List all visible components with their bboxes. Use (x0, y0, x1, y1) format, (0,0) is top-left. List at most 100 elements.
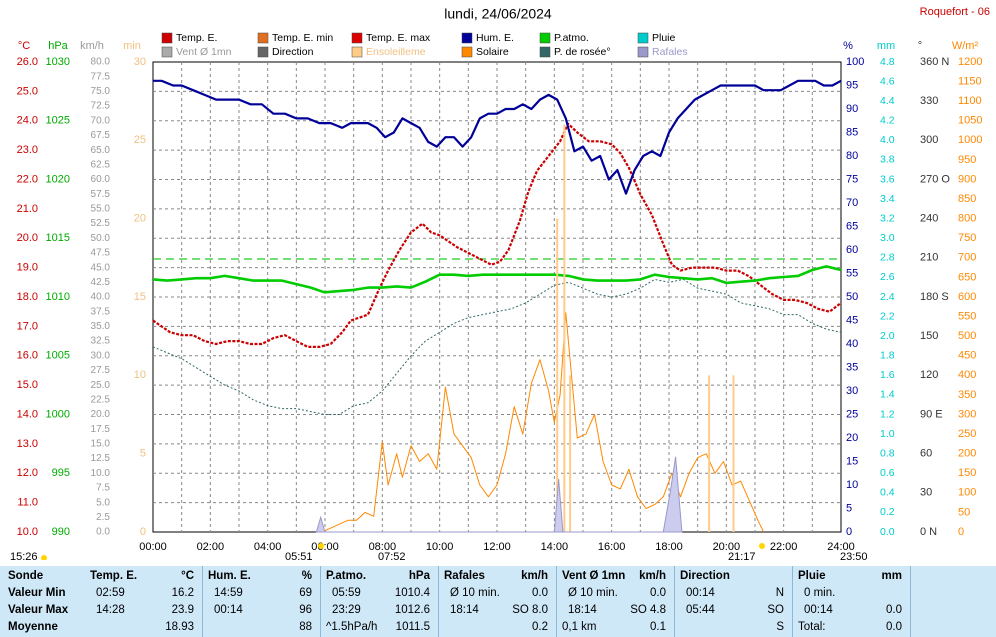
summary-cell: Sonde (8, 570, 44, 582)
y-tick-solar_wm2: 1050 (958, 115, 982, 127)
sunset-time: 21:17 (728, 551, 756, 560)
y-tick-humidity_pct: 10 (846, 479, 858, 491)
summary-cell: 0.2 (532, 621, 548, 633)
y-tick-rain_mm: 1.4 (880, 389, 895, 401)
summary-cell: 18.93 (165, 621, 194, 633)
y-tick-wind_kmh: 37.5 (91, 306, 111, 317)
axis-unit-rain: mm (877, 40, 895, 52)
weather-chart: lundi, 24/06/2024 Roquefort - 06 Temp. E. T… (10, 6, 990, 560)
y-tick-pressure_hPa: 995 (52, 467, 70, 479)
y-tick-direction_deg: 330 (920, 95, 938, 107)
axis-unit-wind: km/h (80, 40, 104, 52)
summary-cell: mm (881, 570, 902, 582)
summary-column-rain (792, 566, 911, 637)
y-tick-wind_kmh: 65.0 (91, 145, 111, 156)
y-tick-temperature_C: 16.0 (17, 350, 38, 362)
y-tick-direction_deg: 150 (920, 330, 938, 342)
legend-swatch (637, 32, 649, 44)
y-tick-sunshine_min: 15 (134, 291, 146, 303)
summary-cell: 05:59 (332, 587, 361, 599)
chart-canvas: lundi, 24/06/2024 Roquefort - 06 Temp. E. T… (10, 6, 990, 560)
y-tick-temperature_C: 23.0 (17, 144, 38, 156)
station-name: Roquefort - 06 (920, 6, 990, 18)
sunrise-time: 05:51 (285, 551, 313, 560)
y-tick-humidity_pct: 70 (846, 197, 858, 209)
x-tick-label: 24:00 (827, 541, 855, 553)
y-tick-rain_mm: 2.6 (880, 271, 895, 283)
x-tick-label: 22:00 (770, 541, 798, 553)
summary-cell: Valeur Max (8, 604, 69, 616)
legend-swatch (461, 32, 473, 44)
series-rafales-area (315, 456, 683, 533)
y-tick-direction_deg: 90 E (920, 408, 943, 420)
y-tick-rain_mm: 4.8 (880, 56, 895, 68)
y-tick-wind_kmh: 30.0 (91, 350, 111, 361)
x-tick-label: 08:00 (369, 541, 397, 553)
summary-cell: Vent Ø 1mn (562, 570, 626, 582)
y-tick-rain_mm: 2.4 (880, 291, 895, 303)
y-tick-wind_kmh: 0.0 (96, 527, 110, 538)
legend-swatch (257, 46, 269, 58)
axis-unit-press: hPa (48, 40, 68, 52)
y-tick-pressure_hPa: 1030 (46, 56, 70, 68)
series-hum-e-line (153, 79, 842, 195)
legend-label: Ensoleilleme (366, 46, 426, 58)
y-tick-wind_kmh: 45.0 (91, 262, 111, 273)
summary-cell: SO (767, 604, 784, 616)
summary-cell: S (776, 621, 784, 633)
y-tick-wind_kmh: 7.5 (96, 483, 110, 494)
y-tick-solar_wm2: 850 (958, 193, 976, 205)
y-tick-solar_wm2: 500 (958, 330, 976, 342)
y-tick-solar_wm2: 800 (958, 213, 976, 225)
summary-cell: hPa (408, 570, 430, 582)
y-tick-sunshine_min: 25 (134, 134, 146, 146)
summary-cell: 00:14 (214, 604, 243, 616)
legend-label: Solaire (476, 46, 509, 58)
summary-cell: 14:59 (214, 587, 243, 599)
y-tick-temperature_C: 20.0 (17, 232, 38, 244)
y-tick-humidity_pct: 100 (846, 56, 864, 68)
y-tick-wind_kmh: 17.5 (91, 424, 111, 435)
y-tick-rain_mm: 3.2 (880, 212, 895, 224)
y-tick-solar_wm2: 350 (958, 389, 976, 401)
y-tick-solar_wm2: 700 (958, 252, 976, 264)
legend-swatch (351, 32, 363, 44)
x-tick-label: 06:00 (311, 541, 339, 553)
y-tick-wind_kmh: 77.5 (91, 71, 111, 82)
y-tick-solar_wm2: 900 (958, 173, 976, 185)
y-tick-rain_mm: 0.8 (880, 447, 895, 459)
y-tick-sunshine_min: 30 (134, 56, 146, 68)
legend-label: P.atmo. (554, 32, 589, 44)
summary-cell: ^1.5hPa/h (326, 621, 378, 633)
x-tick-label: 14:00 (541, 541, 569, 553)
moon-icon (41, 555, 47, 560)
summary-cell: Moyenne (8, 621, 58, 633)
legend-label: Direction (272, 46, 314, 58)
summary-cell: Pluie (798, 570, 826, 582)
y-tick-wind_kmh: 62.5 (91, 159, 111, 170)
summary-cell: 00:14 (686, 587, 715, 599)
y-tick-rain_mm: 0.6 (880, 467, 895, 479)
moonset-time: 23:50 (840, 551, 868, 560)
y-tick-humidity_pct: 75 (846, 173, 858, 185)
y-tick-humidity_pct: 85 (846, 126, 858, 138)
y-tick-solar_wm2: 50 (958, 506, 970, 518)
y-tick-solar_wm2: 650 (958, 271, 976, 283)
y-tick-rain_mm: 0.2 (880, 506, 895, 518)
summary-cell: 14:28 (96, 604, 125, 616)
x-tick-label: 10:00 (426, 541, 454, 553)
y-tick-wind_kmh: 32.5 (91, 336, 111, 347)
y-tick-wind_kmh: 70.0 (91, 115, 111, 126)
y-tick-wind_kmh: 25.0 (91, 380, 111, 391)
summary-cell: SO 4.8 (630, 604, 666, 616)
y-tick-humidity_pct: 5 (846, 502, 852, 514)
summary-column-wind (556, 566, 675, 637)
summary-cell: Hum. E. (208, 570, 251, 582)
series-solaire-line (321, 312, 765, 533)
legend-label: Temp. E. max (366, 32, 431, 44)
y-tick-pressure_hPa: 1010 (46, 291, 70, 303)
y-tick-direction_deg: 120 (920, 369, 938, 381)
axis-unit-sun_min: min (123, 40, 141, 52)
y-tick-temperature_C: 21.0 (17, 203, 38, 215)
summary-cell: 18:14 (568, 604, 597, 616)
